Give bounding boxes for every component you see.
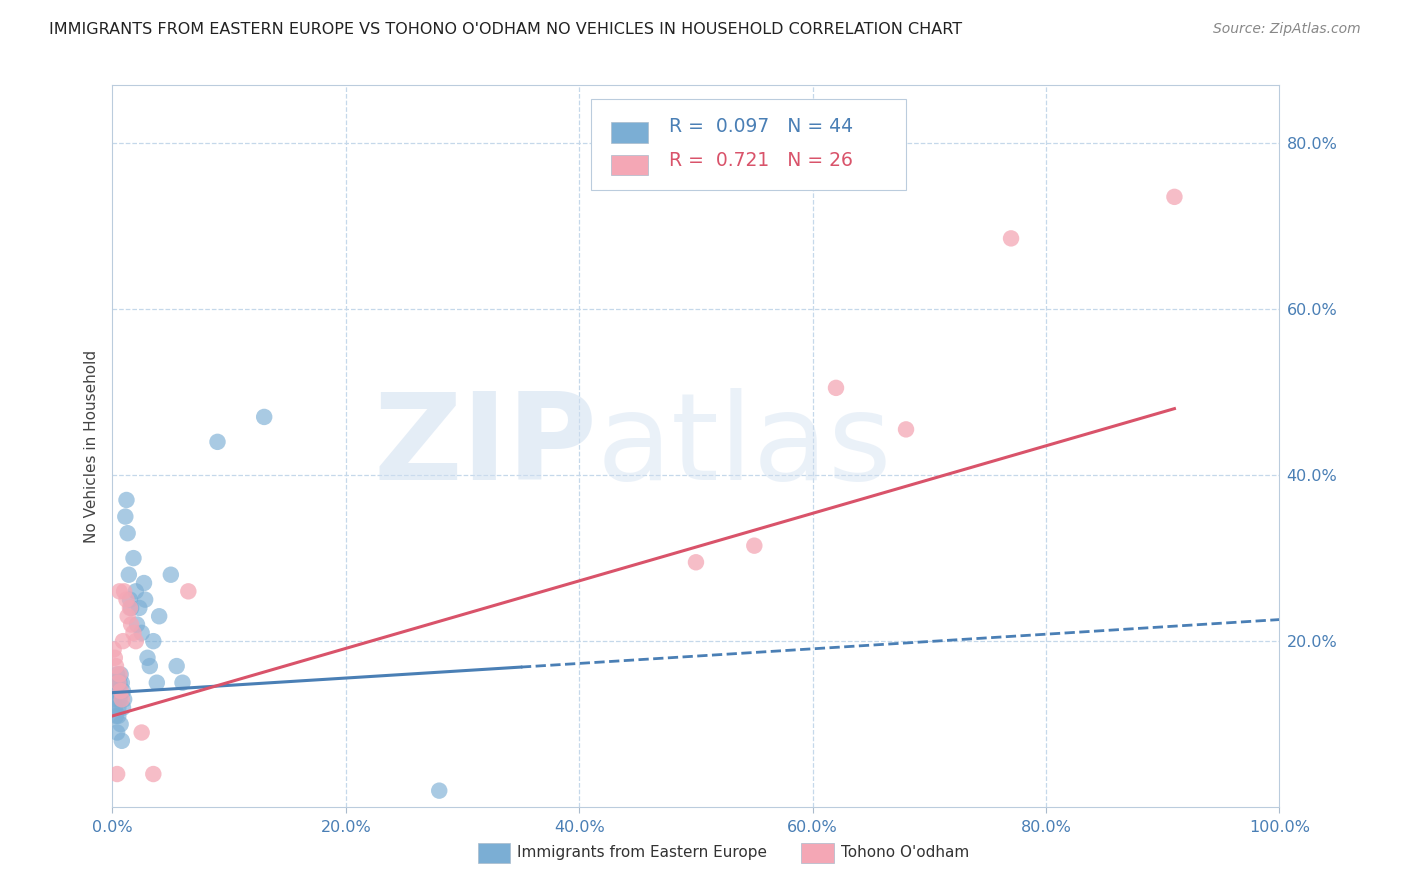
- Point: [1163, 190, 1185, 204]
- Point: [120, 617, 142, 632]
- Point: [427, 783, 450, 797]
- Point: [166, 659, 188, 673]
- Point: [111, 734, 134, 748]
- Point: [685, 555, 707, 569]
- Point: [110, 684, 132, 698]
- Point: [118, 601, 141, 615]
- Point: [118, 592, 141, 607]
- Point: [108, 692, 131, 706]
- Point: [115, 493, 138, 508]
- Point: [105, 767, 128, 781]
- Point: [117, 609, 139, 624]
- Point: [111, 692, 134, 706]
- Point: [131, 725, 153, 739]
- Text: ZIP: ZIP: [373, 387, 596, 505]
- Point: [104, 684, 127, 698]
- Y-axis label: No Vehicles in Household: No Vehicles in Household: [83, 350, 98, 542]
- Point: [104, 650, 127, 665]
- Point: [111, 634, 134, 648]
- Point: [177, 584, 200, 599]
- Point: [107, 675, 129, 690]
- Point: [825, 381, 848, 395]
- Text: R =  0.721   N = 26: R = 0.721 N = 26: [669, 151, 853, 170]
- Text: Tohono O'odham: Tohono O'odham: [841, 846, 969, 860]
- Point: [139, 659, 162, 673]
- Point: [120, 601, 142, 615]
- Point: [142, 634, 165, 648]
- Point: [160, 567, 183, 582]
- Text: IMMIGRANTS FROM EASTERN EUROPE VS TOHONO O'ODHAM NO VEHICLES IN HOUSEHOLD CORREL: IMMIGRANTS FROM EASTERN EUROPE VS TOHONO…: [49, 22, 962, 37]
- Point: [112, 692, 135, 706]
- FancyBboxPatch shape: [591, 99, 905, 189]
- Point: [110, 717, 132, 731]
- Point: [104, 675, 127, 690]
- Point: [111, 684, 134, 698]
- Point: [107, 700, 129, 714]
- Point: [125, 584, 148, 599]
- Point: [110, 667, 132, 681]
- Point: [107, 675, 129, 690]
- Point: [107, 709, 129, 723]
- Point: [117, 526, 139, 541]
- Point: [148, 609, 170, 624]
- Point: [128, 601, 150, 615]
- Point: [105, 725, 128, 739]
- Text: Immigrants from Eastern Europe: Immigrants from Eastern Europe: [517, 846, 768, 860]
- Point: [108, 667, 131, 681]
- Point: [125, 617, 148, 632]
- Point: [104, 700, 127, 714]
- Point: [146, 675, 169, 690]
- FancyBboxPatch shape: [610, 122, 648, 143]
- Point: [1000, 231, 1022, 245]
- Point: [136, 650, 159, 665]
- Point: [105, 667, 128, 681]
- Text: Source: ZipAtlas.com: Source: ZipAtlas.com: [1213, 22, 1361, 37]
- Point: [118, 567, 141, 582]
- Point: [125, 634, 148, 648]
- Point: [108, 675, 131, 690]
- Point: [894, 422, 917, 436]
- Point: [122, 551, 145, 566]
- Point: [103, 692, 125, 706]
- Point: [104, 709, 127, 723]
- Point: [207, 434, 229, 449]
- Point: [142, 767, 165, 781]
- Point: [115, 592, 138, 607]
- Point: [134, 592, 156, 607]
- Point: [253, 409, 276, 424]
- Point: [122, 625, 145, 640]
- Point: [114, 509, 136, 524]
- Point: [111, 675, 134, 690]
- Point: [744, 539, 766, 553]
- Point: [112, 584, 135, 599]
- Point: [108, 584, 131, 599]
- Point: [103, 684, 125, 698]
- Point: [104, 659, 127, 673]
- Point: [172, 675, 194, 690]
- FancyBboxPatch shape: [610, 155, 648, 175]
- Point: [131, 625, 153, 640]
- Point: [132, 576, 155, 591]
- Point: [111, 700, 134, 714]
- Text: R =  0.097   N = 44: R = 0.097 N = 44: [669, 117, 853, 136]
- Point: [103, 642, 125, 657]
- Text: atlas: atlas: [596, 387, 893, 505]
